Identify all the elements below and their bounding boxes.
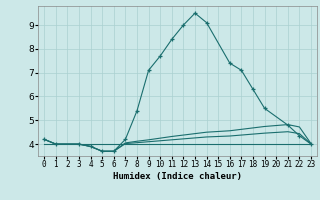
X-axis label: Humidex (Indice chaleur): Humidex (Indice chaleur) bbox=[113, 172, 242, 181]
